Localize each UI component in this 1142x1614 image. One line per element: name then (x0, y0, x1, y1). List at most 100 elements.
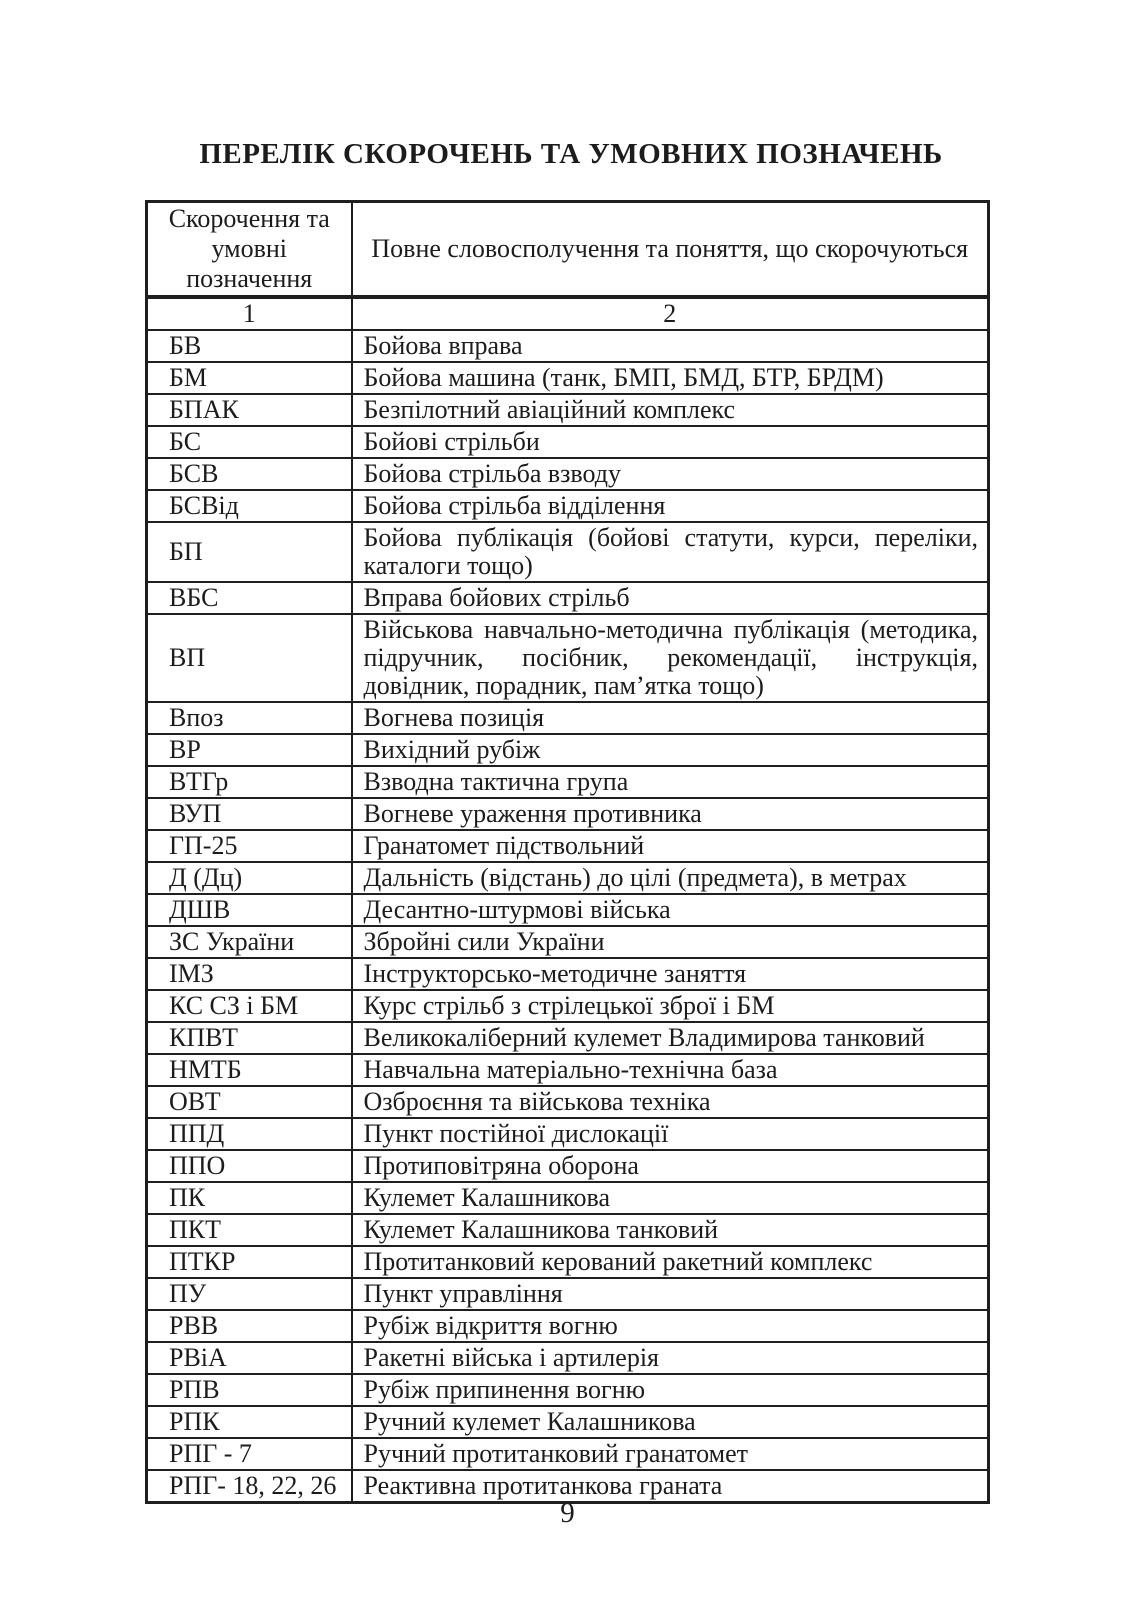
definition-cell: Бойова публікація (бойові статути, курси… (350, 521, 990, 583)
table-row: РПГ- 18, 22, 26 Реактивна протитанкова гр… (145, 1469, 990, 1504)
abbreviation-cell: БВ (145, 329, 353, 363)
table-row: РПГ - 7 Ручний протитанковий гранатомет (145, 1437, 990, 1471)
definition-cell: Рубіж відкриття вогню (350, 1309, 990, 1343)
table-row: Д (Дц) Дальність (відстань) до цілі (пред… (145, 861, 990, 895)
table-row: ДШВ Десантно-штурмові війська (145, 893, 990, 927)
table-row: ПУ Пункт управління (145, 1277, 990, 1311)
definition-cell: Реактивна протитанкова граната (350, 1469, 990, 1504)
table-row: ППО Протиповітряна оборона (145, 1149, 990, 1183)
abbreviation-cell: РПГ- 18, 22, 26 (145, 1469, 353, 1504)
column-number-row: 1 2 (145, 296, 990, 331)
abbreviation-cell: РПК (145, 1405, 353, 1439)
table-row: ОВТ Озброєння та військова техніка (145, 1085, 990, 1119)
definition-cell: Безпілотний авіаційний комплекс (350, 393, 990, 427)
abbreviation-cell: БП (145, 521, 353, 583)
definition-cell: Пункт управління (350, 1277, 990, 1311)
table-row: БМ Бойова машина (танк, БМП, БМД, БТР, БР… (145, 361, 990, 395)
abbreviation-cell: ЗС України (145, 925, 353, 959)
table-row: БПАК Безпілотний авіаційний комплекс (145, 393, 990, 427)
abbreviation-cell: ГП-25 (145, 829, 353, 863)
definition-cell: Ручний кулемет Калашникова (350, 1405, 990, 1439)
table-row: БВ Бойова вправа (145, 329, 990, 363)
abbreviation-cell: ВБС (145, 581, 353, 615)
definition-cell: Озброєння та військова техніка (350, 1085, 990, 1119)
abbreviation-cell: ІМЗ (145, 957, 353, 991)
abbreviation-cell: БПАК (145, 393, 353, 427)
table-row: БС Бойові стрільби (145, 425, 990, 459)
definition-cell: Протиповітряна оборона (350, 1149, 990, 1183)
header-definition-column: Повне словосполучення та поняття, що ско… (350, 200, 990, 299)
definition-cell: Пункт постійної дислокації (350, 1117, 990, 1151)
table-row: ВР Вихідний рубіж (145, 733, 990, 767)
table-row: ПТКР Протитанковий керований ракетний ком… (145, 1245, 990, 1279)
table-header-row: Скорочення та умовні позначення Повне сл… (145, 200, 990, 299)
definition-cell: Курс стрільб з стрілецької зброї і БМ (350, 989, 990, 1023)
table-row: РПК Ручний кулемет Калашникова (145, 1405, 990, 1439)
definition-cell: Бойова стрільба відділення (350, 489, 990, 523)
table-row: ІМЗ Інструкторсько-методичне заняття (145, 957, 990, 991)
abbreviation-cell: ПК (145, 1181, 353, 1215)
table-row: БСВід Бойова стрільба відділення (145, 489, 990, 523)
abbreviation-cell: ВР (145, 733, 353, 767)
abbreviation-cell: ППД (145, 1117, 353, 1151)
definition-cell: Інструкторсько-методичне заняття (350, 957, 990, 991)
definition-cell: Вогневе ураження противника (350, 797, 990, 831)
definition-cell: Рубіж припинення вогню (350, 1373, 990, 1407)
table-row: НМТБ Навчальна матеріально-технічна база (145, 1053, 990, 1087)
table-row: ВБС Вправа бойових стрільб (145, 581, 990, 615)
definition-cell: Протитанковий керований ракетний комплек… (350, 1245, 990, 1279)
table-row: РПВ Рубіж припинення вогню (145, 1373, 990, 1407)
page-title: ПЕРЕЛІК СКОРОЧЕНЬ ТА УМОВНИХ ПОЗНАЧЕНЬ (199, 138, 943, 170)
abbreviation-cell: БМ (145, 361, 353, 395)
table-row: ГП-25 Гранатомет підствольний (145, 829, 990, 863)
table-row: ЗС України Збройні сили України (145, 925, 990, 959)
abbreviation-cell: РВВ (145, 1309, 353, 1343)
abbreviation-cell: БС (145, 425, 353, 459)
table-row: КПВТ Великокаліберний кулемет Владимирова… (145, 1021, 990, 1055)
definition-cell: Збройні сили України (350, 925, 990, 959)
definition-cell: Великокаліберний кулемет Владимирова тан… (350, 1021, 990, 1055)
abbreviation-cell: ОВТ (145, 1085, 353, 1119)
abbreviation-cell: ВУП (145, 797, 353, 831)
abbreviation-cell: РПВ (145, 1373, 353, 1407)
abbreviation-cell: КПВТ (145, 1021, 353, 1055)
definition-cell: Гранатомет підствольний (350, 829, 990, 863)
table-row: БП Бойова публікація (бойові статути, кур… (145, 521, 990, 583)
definition-cell: Бойова вправа (350, 329, 990, 363)
table-row: ППД Пункт постійної дислокації (145, 1117, 990, 1151)
abbreviation-cell: ПТКР (145, 1245, 353, 1279)
definition-cell: Десантно-штурмові війська (350, 893, 990, 927)
definition-cell: Вправа бойових стрільб (350, 581, 990, 615)
definition-cell: Ручний протитанковий гранатомет (350, 1437, 990, 1471)
abbreviations-table: Скорочення та умовні позначення Повне сл… (145, 200, 990, 1504)
table-row: Впоз Вогнева позиція (145, 701, 990, 735)
table-row: РВВ Рубіж відкриття вогню (145, 1309, 990, 1343)
definition-cell: Навчальна матеріально-технічна база (350, 1053, 990, 1087)
abbreviation-cell: БСВід (145, 489, 353, 523)
definition-cell: Взводна тактична група (350, 765, 990, 799)
definition-cell: Кулемет Калашникова танковий (350, 1213, 990, 1247)
table-row: ВТГр Взводна тактична група (145, 765, 990, 799)
abbreviation-cell: ДШВ (145, 893, 353, 927)
definition-cell: Бойові стрільби (350, 425, 990, 459)
page-number: 9 (560, 1497, 575, 1529)
table-row: ПКТ Кулемет Калашникова танковий (145, 1213, 990, 1247)
abbreviation-cell: РПГ - 7 (145, 1437, 353, 1471)
table-row: КС СЗ і БМ Курс стрільб з стрілецької збр… (145, 989, 990, 1023)
table-row: ВУП Вогневе ураження противника (145, 797, 990, 831)
table-row: РВіА Ракетні війська і артилерія (145, 1341, 990, 1375)
column-number-1: 1 (145, 296, 353, 331)
abbreviation-cell: Д (Дц) (145, 861, 353, 895)
abbreviation-cell: ВТГр (145, 765, 353, 799)
definition-cell: Дальність (відстань) до цілі (предмета),… (350, 861, 990, 895)
abbreviation-cell: ВП (145, 613, 353, 703)
definition-cell: Бойова стрільба взводу (350, 457, 990, 491)
header-abbreviation-column: Скорочення та умовні позначення (145, 200, 353, 299)
definition-cell: Ракетні війська і артилерія (350, 1341, 990, 1375)
abbreviation-cell: НМТБ (145, 1053, 353, 1087)
table-row: БСВ Бойова стрільба взводу (145, 457, 990, 491)
table-row: ВП Військова навчально-методична публікац… (145, 613, 990, 703)
abbreviation-cell: ПУ (145, 1277, 353, 1311)
abbreviation-cell: ППО (145, 1149, 353, 1183)
